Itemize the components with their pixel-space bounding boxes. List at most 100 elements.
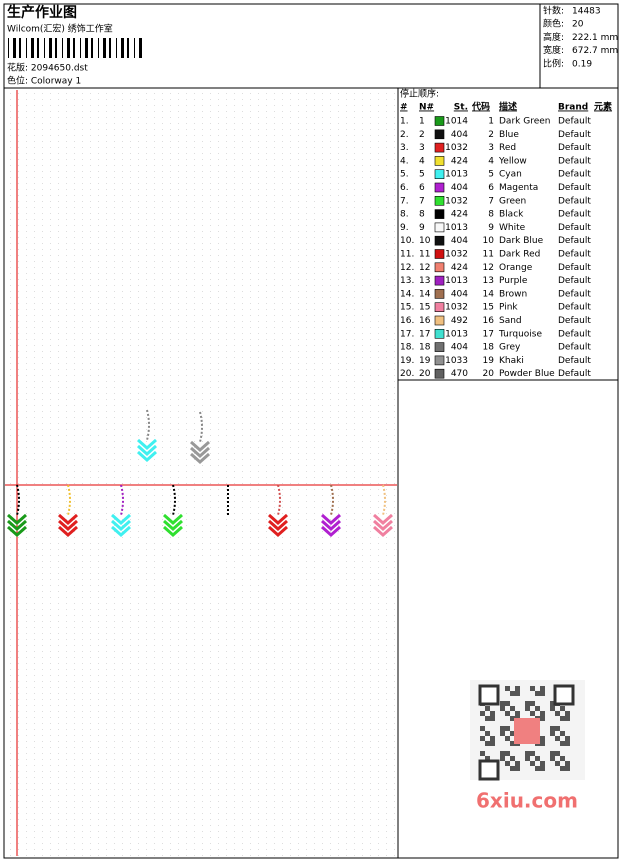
- design-file: 花版: 2094650.dst: [7, 62, 88, 74]
- stitches: 404: [451, 289, 468, 299]
- qr-cell: [505, 726, 510, 731]
- swatch: [434, 169, 445, 179]
- description: Pink: [499, 303, 518, 313]
- stitches: 404: [451, 343, 468, 353]
- stop: 19.: [400, 356, 414, 366]
- bar: [8, 38, 9, 58]
- qr-cell: [525, 756, 530, 761]
- code: 19: [483, 356, 495, 366]
- qr-cell: [480, 736, 485, 741]
- swatch: [434, 315, 445, 326]
- qr-cell: [550, 701, 555, 706]
- qr-cell: [560, 716, 565, 721]
- swatch: [434, 116, 445, 126]
- company: Wilcom(汇宏) 绣饰工作室: [7, 23, 113, 35]
- qr-cell: [530, 751, 535, 756]
- qr-cell: [565, 716, 570, 721]
- bar: [121, 38, 124, 58]
- qr-cell: [480, 726, 485, 731]
- qr-cell: [540, 716, 545, 721]
- title: 生产作业图: [7, 4, 77, 21]
- brand: Default: [558, 183, 591, 193]
- qr-cell: [530, 711, 535, 716]
- code: 8: [488, 210, 494, 220]
- qr-cell: [480, 751, 485, 756]
- stitches: 404: [451, 236, 468, 246]
- brand: Default: [558, 356, 591, 366]
- qr-cell: [485, 706, 490, 711]
- needle: 2: [419, 130, 425, 140]
- qr-cell: [485, 741, 490, 746]
- qr-cell: [510, 756, 515, 761]
- stop: 20.: [400, 369, 414, 379]
- bar: [37, 38, 39, 58]
- needle: 1: [419, 117, 425, 127]
- leaf: [373, 513, 393, 526]
- bar: [55, 38, 57, 58]
- qr-cell: [550, 756, 555, 761]
- leaf: [268, 525, 288, 538]
- qr-cell: [510, 731, 515, 736]
- leaf: [137, 450, 157, 463]
- qr-cell: [540, 686, 545, 691]
- code: 12: [483, 263, 494, 273]
- qr-cell: [555, 711, 560, 716]
- qr-cell: [500, 701, 505, 706]
- bar: [91, 38, 93, 58]
- needle: 11: [419, 250, 430, 260]
- code: 20: [483, 369, 495, 379]
- stitches: 424: [451, 210, 468, 220]
- stitches: 404: [451, 130, 468, 140]
- needle: 17: [419, 329, 430, 339]
- qr-cell: [505, 711, 510, 716]
- code: 14: [483, 289, 495, 299]
- qr-cell: [515, 761, 520, 766]
- needle: 7: [419, 196, 425, 206]
- qr-cell: [535, 691, 540, 696]
- bar: [31, 38, 34, 58]
- description: Dark Red: [499, 250, 540, 260]
- leaf: [111, 519, 131, 532]
- leaf: [58, 513, 78, 526]
- stop: 3.: [400, 143, 409, 153]
- description: Cyan: [499, 170, 522, 180]
- leaf: [190, 440, 210, 453]
- qr-finder: [478, 759, 500, 781]
- qr-cell: [515, 766, 520, 771]
- qr-cell: [510, 691, 515, 696]
- bar: [62, 38, 63, 58]
- leaf: [137, 438, 157, 451]
- qr-cell: [500, 731, 505, 736]
- stitches: 470: [451, 369, 468, 379]
- swatch: [434, 235, 445, 246]
- needle: 3: [419, 143, 425, 153]
- stitches: 1013: [445, 276, 468, 286]
- stop: 4.: [400, 156, 409, 166]
- column-header: 描述: [499, 101, 517, 113]
- leaf: [7, 519, 27, 532]
- qr-cell: [550, 726, 555, 731]
- description: Blue: [499, 130, 519, 140]
- brand: Default: [558, 263, 591, 273]
- needle: 19: [419, 356, 431, 366]
- qr-cell: [565, 736, 570, 741]
- qr-cell: [550, 706, 555, 711]
- stitches: 1033: [445, 356, 468, 366]
- code: 16: [483, 316, 495, 326]
- stat-value: 0.19: [572, 59, 592, 69]
- qr-cell: [525, 751, 530, 756]
- stitches: 1013: [445, 170, 468, 180]
- column-header: 代码: [471, 101, 490, 113]
- stop: 5.: [400, 170, 409, 180]
- needle: 12: [419, 263, 430, 273]
- leaf: [58, 519, 78, 532]
- design-area: [5, 89, 398, 857]
- qr-cell: [560, 731, 565, 736]
- qr-cell: [515, 691, 520, 696]
- stat-value: 14483: [572, 7, 601, 17]
- bar: [109, 38, 111, 58]
- description: Red: [499, 143, 516, 153]
- qr-cell: [490, 711, 495, 716]
- needle: 13: [419, 276, 430, 286]
